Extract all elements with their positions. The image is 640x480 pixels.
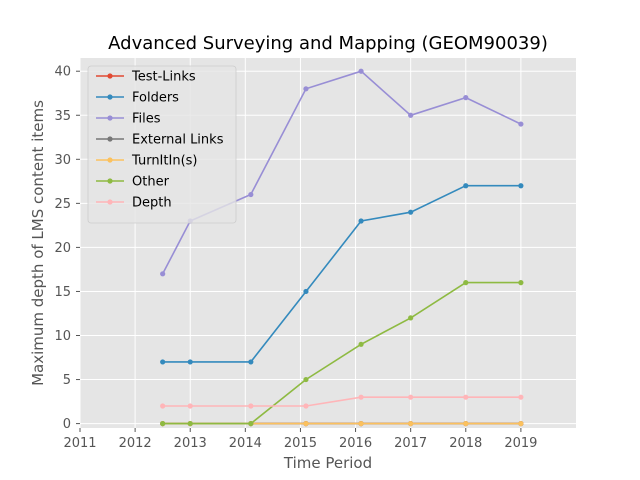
y-tick-label: 30 bbox=[54, 153, 71, 168]
series-layer bbox=[160, 68, 524, 427]
data-point bbox=[518, 420, 524, 427]
data-point bbox=[518, 121, 524, 127]
data-point bbox=[408, 420, 414, 427]
data-point bbox=[358, 420, 364, 427]
data-point bbox=[160, 359, 166, 365]
x-tick-label: 2019 bbox=[504, 436, 537, 451]
data-point bbox=[248, 403, 254, 409]
legend-label: Depth bbox=[132, 196, 172, 211]
data-point bbox=[463, 420, 469, 427]
data-point bbox=[303, 86, 309, 92]
data-point bbox=[160, 403, 166, 409]
series-line bbox=[162, 281, 521, 425]
y-tick-label: 40 bbox=[54, 65, 71, 80]
legend-label: External Links bbox=[132, 133, 224, 148]
x-tick-label: 2012 bbox=[119, 436, 152, 451]
data-point bbox=[358, 68, 364, 74]
legend-swatch-marker bbox=[107, 178, 113, 184]
data-point bbox=[358, 218, 364, 224]
x-tick-label: 2016 bbox=[339, 436, 372, 451]
data-point bbox=[463, 183, 469, 189]
x-axis-label: Time Period bbox=[283, 454, 372, 472]
series-line bbox=[162, 396, 521, 407]
legend-swatch-marker bbox=[107, 115, 113, 121]
data-point bbox=[248, 420, 254, 427]
series-depth bbox=[160, 394, 524, 409]
data-point bbox=[518, 183, 524, 189]
legend-label: Test-Links bbox=[131, 70, 196, 85]
data-point bbox=[303, 403, 309, 409]
x-tick-label: 2018 bbox=[449, 436, 482, 451]
legend-swatch-marker bbox=[107, 94, 113, 100]
y-tick-label: 5 bbox=[63, 373, 71, 388]
chart-title: Advanced Surveying and Mapping (GEOM9003… bbox=[108, 33, 548, 54]
data-point bbox=[518, 280, 524, 286]
data-point bbox=[187, 359, 193, 365]
legend-swatch-marker bbox=[107, 136, 113, 142]
data-point bbox=[160, 420, 166, 427]
y-tick-label: 20 bbox=[54, 241, 71, 256]
legend-label: Other bbox=[132, 175, 170, 190]
y-tick-label: 35 bbox=[54, 109, 71, 124]
data-point bbox=[160, 271, 166, 277]
data-point bbox=[463, 394, 469, 400]
y-axis-label: Maximum depth of LMS content items bbox=[29, 100, 47, 386]
data-point bbox=[408, 315, 414, 321]
data-point bbox=[408, 209, 414, 215]
legend-box bbox=[87, 65, 237, 224]
y-axis-ticks: 0 5 10 15 20 25 30 35 40 bbox=[54, 65, 80, 432]
data-point bbox=[248, 191, 254, 198]
legend-swatch-marker bbox=[107, 157, 113, 163]
x-tick-label: 2015 bbox=[284, 436, 317, 451]
data-point bbox=[408, 112, 414, 118]
y-tick-label: 10 bbox=[54, 329, 71, 344]
legend: Test-Links Folders Files External Links Turn… bbox=[87, 65, 237, 224]
x-tick-label: 2011 bbox=[63, 436, 96, 451]
data-point bbox=[408, 394, 414, 400]
data-point bbox=[187, 403, 193, 409]
y-tick-label: 15 bbox=[54, 285, 71, 300]
data-point bbox=[303, 288, 309, 295]
data-point bbox=[358, 341, 364, 347]
data-point bbox=[187, 420, 193, 427]
x-tick-label: 2014 bbox=[229, 436, 262, 451]
legend-label: Folders bbox=[132, 91, 179, 106]
data-point bbox=[303, 420, 309, 427]
x-tick-label: 2013 bbox=[174, 436, 207, 451]
data-point bbox=[463, 95, 469, 101]
data-point bbox=[248, 359, 254, 365]
data-point bbox=[463, 280, 469, 286]
legend-label: TurnItIn(s) bbox=[131, 154, 197, 169]
legend-label: Files bbox=[132, 112, 161, 127]
data-point bbox=[303, 376, 309, 383]
x-axis-ticks: 2011 2012 2013 2014 2015 2016 2017 2018 2019 bbox=[63, 428, 537, 451]
series-line bbox=[162, 184, 521, 363]
data-point bbox=[518, 394, 524, 400]
series-folders bbox=[160, 183, 524, 365]
y-tick-label: 0 bbox=[63, 417, 71, 432]
y-tick-label: 25 bbox=[54, 197, 71, 212]
legend-swatch-marker bbox=[107, 199, 113, 205]
legend-swatch-marker bbox=[107, 73, 113, 79]
x-tick-label: 2017 bbox=[394, 436, 427, 451]
series-other bbox=[160, 280, 524, 427]
data-point bbox=[358, 394, 364, 400]
